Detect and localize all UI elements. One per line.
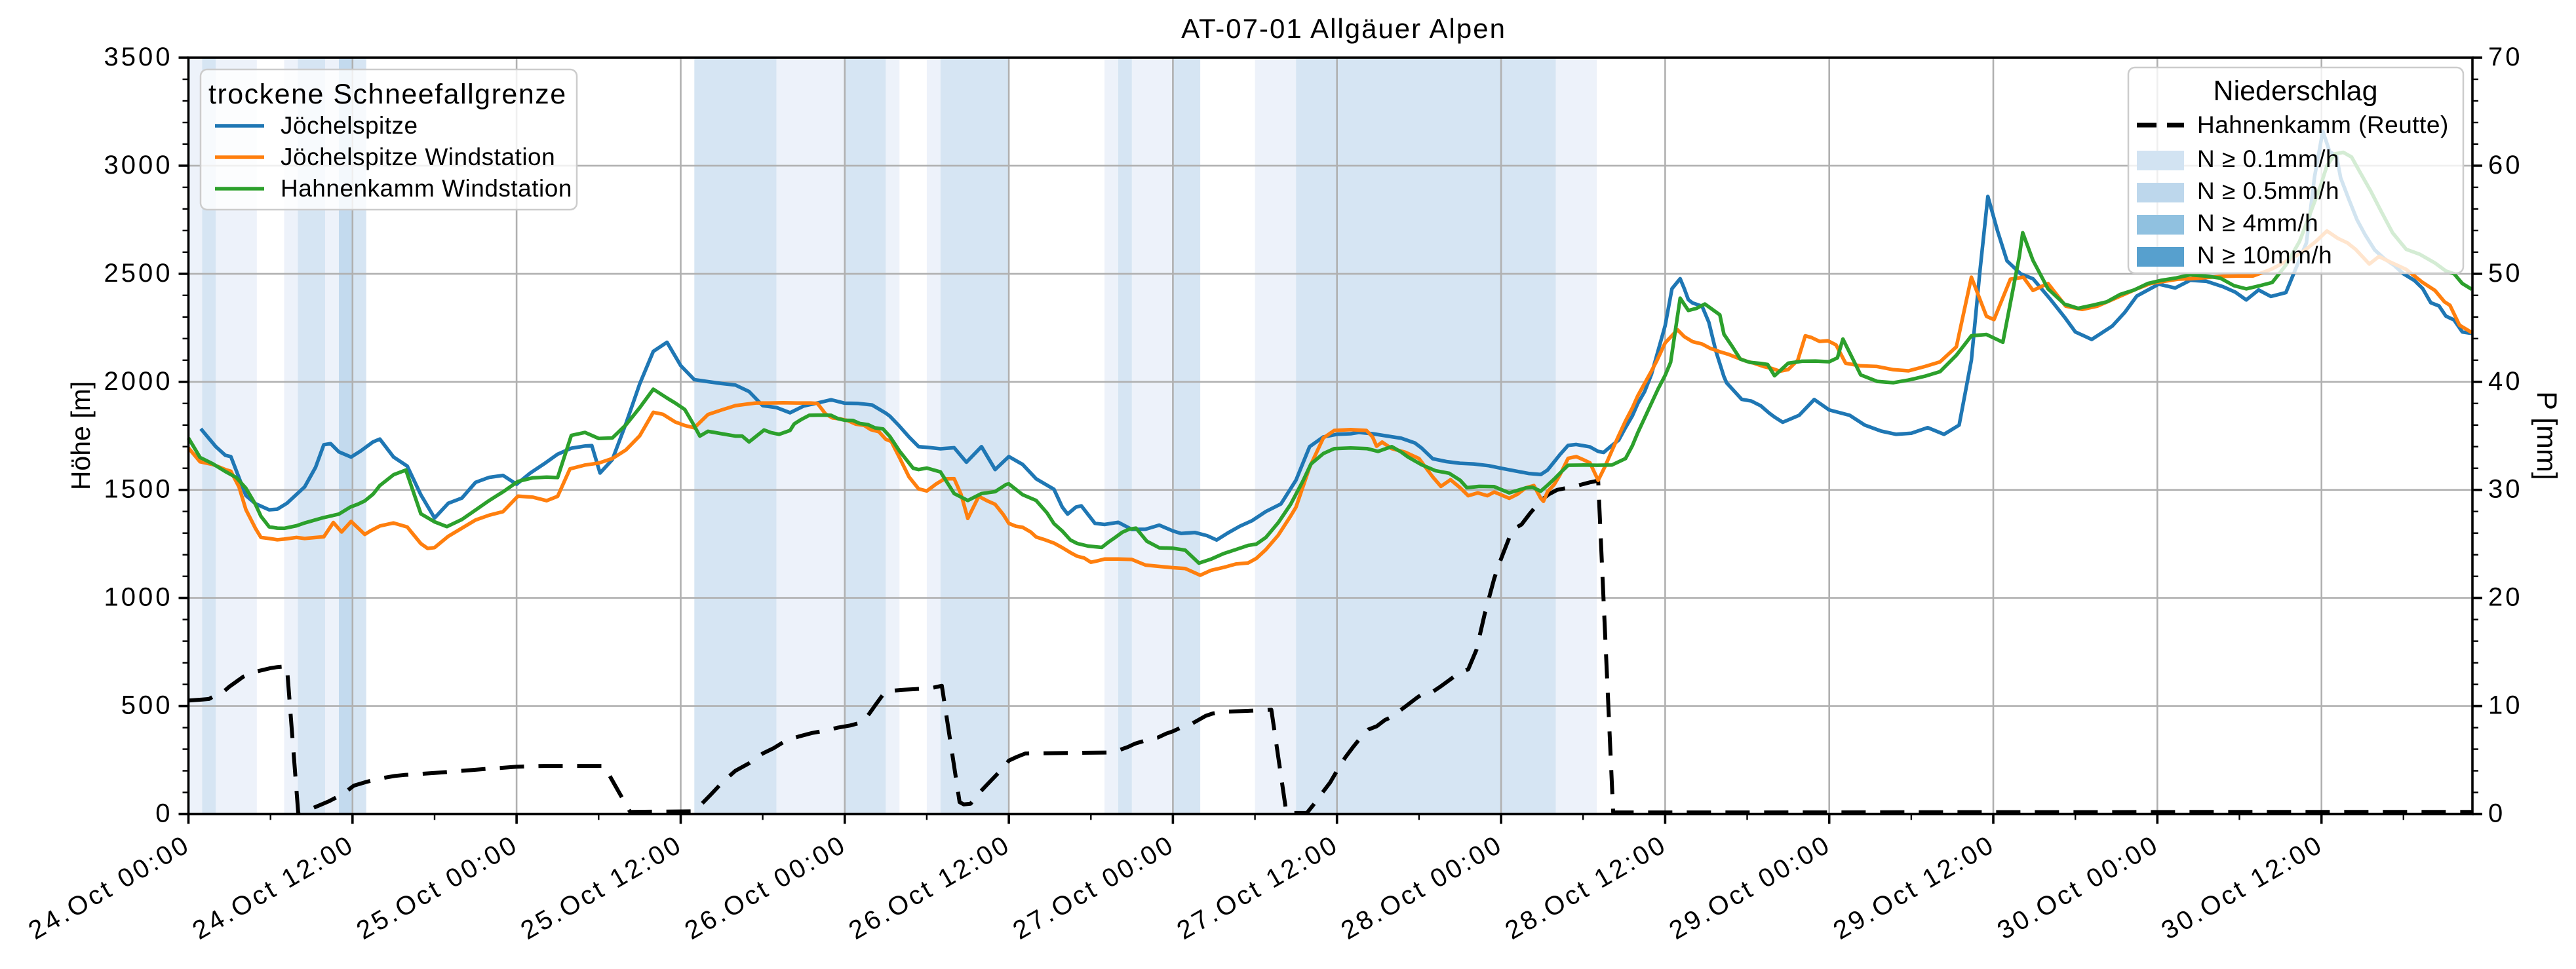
svg-text:10: 10 [2488,691,2523,720]
svg-text:2000: 2000 [104,367,173,396]
svg-text:60: 60 [2488,151,2523,180]
svg-text:500: 500 [121,691,173,720]
svg-text:3500: 3500 [104,43,173,71]
svg-text:AT-07-01 Allgäuer Alpen: AT-07-01 Allgäuer Alpen [1181,13,1506,44]
svg-text:N ≥ 4mm/h: N ≥ 4mm/h [2197,210,2318,237]
svg-text:trockene Schneefallgrenze: trockene Schneefallgrenze [208,79,567,110]
svg-text:2500: 2500 [104,259,173,288]
svg-text:50: 50 [2488,259,2523,288]
svg-text:Höhe [m]: Höhe [m] [66,381,96,490]
svg-text:0: 0 [155,799,172,828]
svg-text:40: 40 [2488,367,2523,396]
svg-text:Jöchelspitze Windstation: Jöchelspitze Windstation [281,143,555,170]
svg-text:30: 30 [2488,475,2523,504]
svg-text:1000: 1000 [104,583,173,612]
svg-text:N ≥ 10mm/h: N ≥ 10mm/h [2197,242,2332,269]
svg-text:1500: 1500 [104,475,173,504]
svg-text:Niederschlag: Niederschlag [2214,75,2378,107]
svg-text:20: 20 [2488,583,2523,612]
svg-text:Hahnenkamm Windstation: Hahnenkamm Windstation [281,175,572,202]
svg-text:70: 70 [2488,43,2523,71]
svg-text:P [mm]: P [mm] [2531,391,2562,480]
svg-text:Jöchelspitze: Jöchelspitze [281,112,418,139]
svg-text:3000: 3000 [104,151,173,180]
svg-text:N ≥ 0.1mm/h: N ≥ 0.1mm/h [2197,145,2339,172]
svg-text:Hahnenkamm (Reutte): Hahnenkamm (Reutte) [2197,111,2449,138]
svg-text:N ≥ 0.5mm/h: N ≥ 0.5mm/h [2197,178,2339,204]
svg-text:0: 0 [2488,799,2505,828]
